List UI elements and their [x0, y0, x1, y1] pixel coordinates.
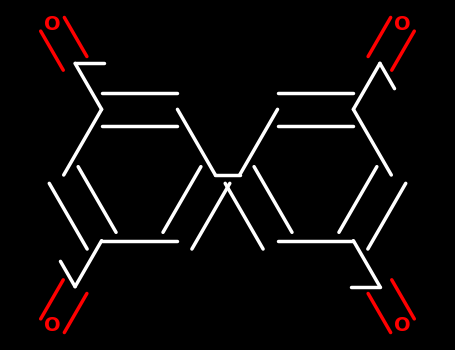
Text: O: O [394, 316, 411, 335]
Text: O: O [44, 15, 61, 34]
Text: O: O [44, 316, 61, 335]
Text: O: O [394, 15, 411, 34]
